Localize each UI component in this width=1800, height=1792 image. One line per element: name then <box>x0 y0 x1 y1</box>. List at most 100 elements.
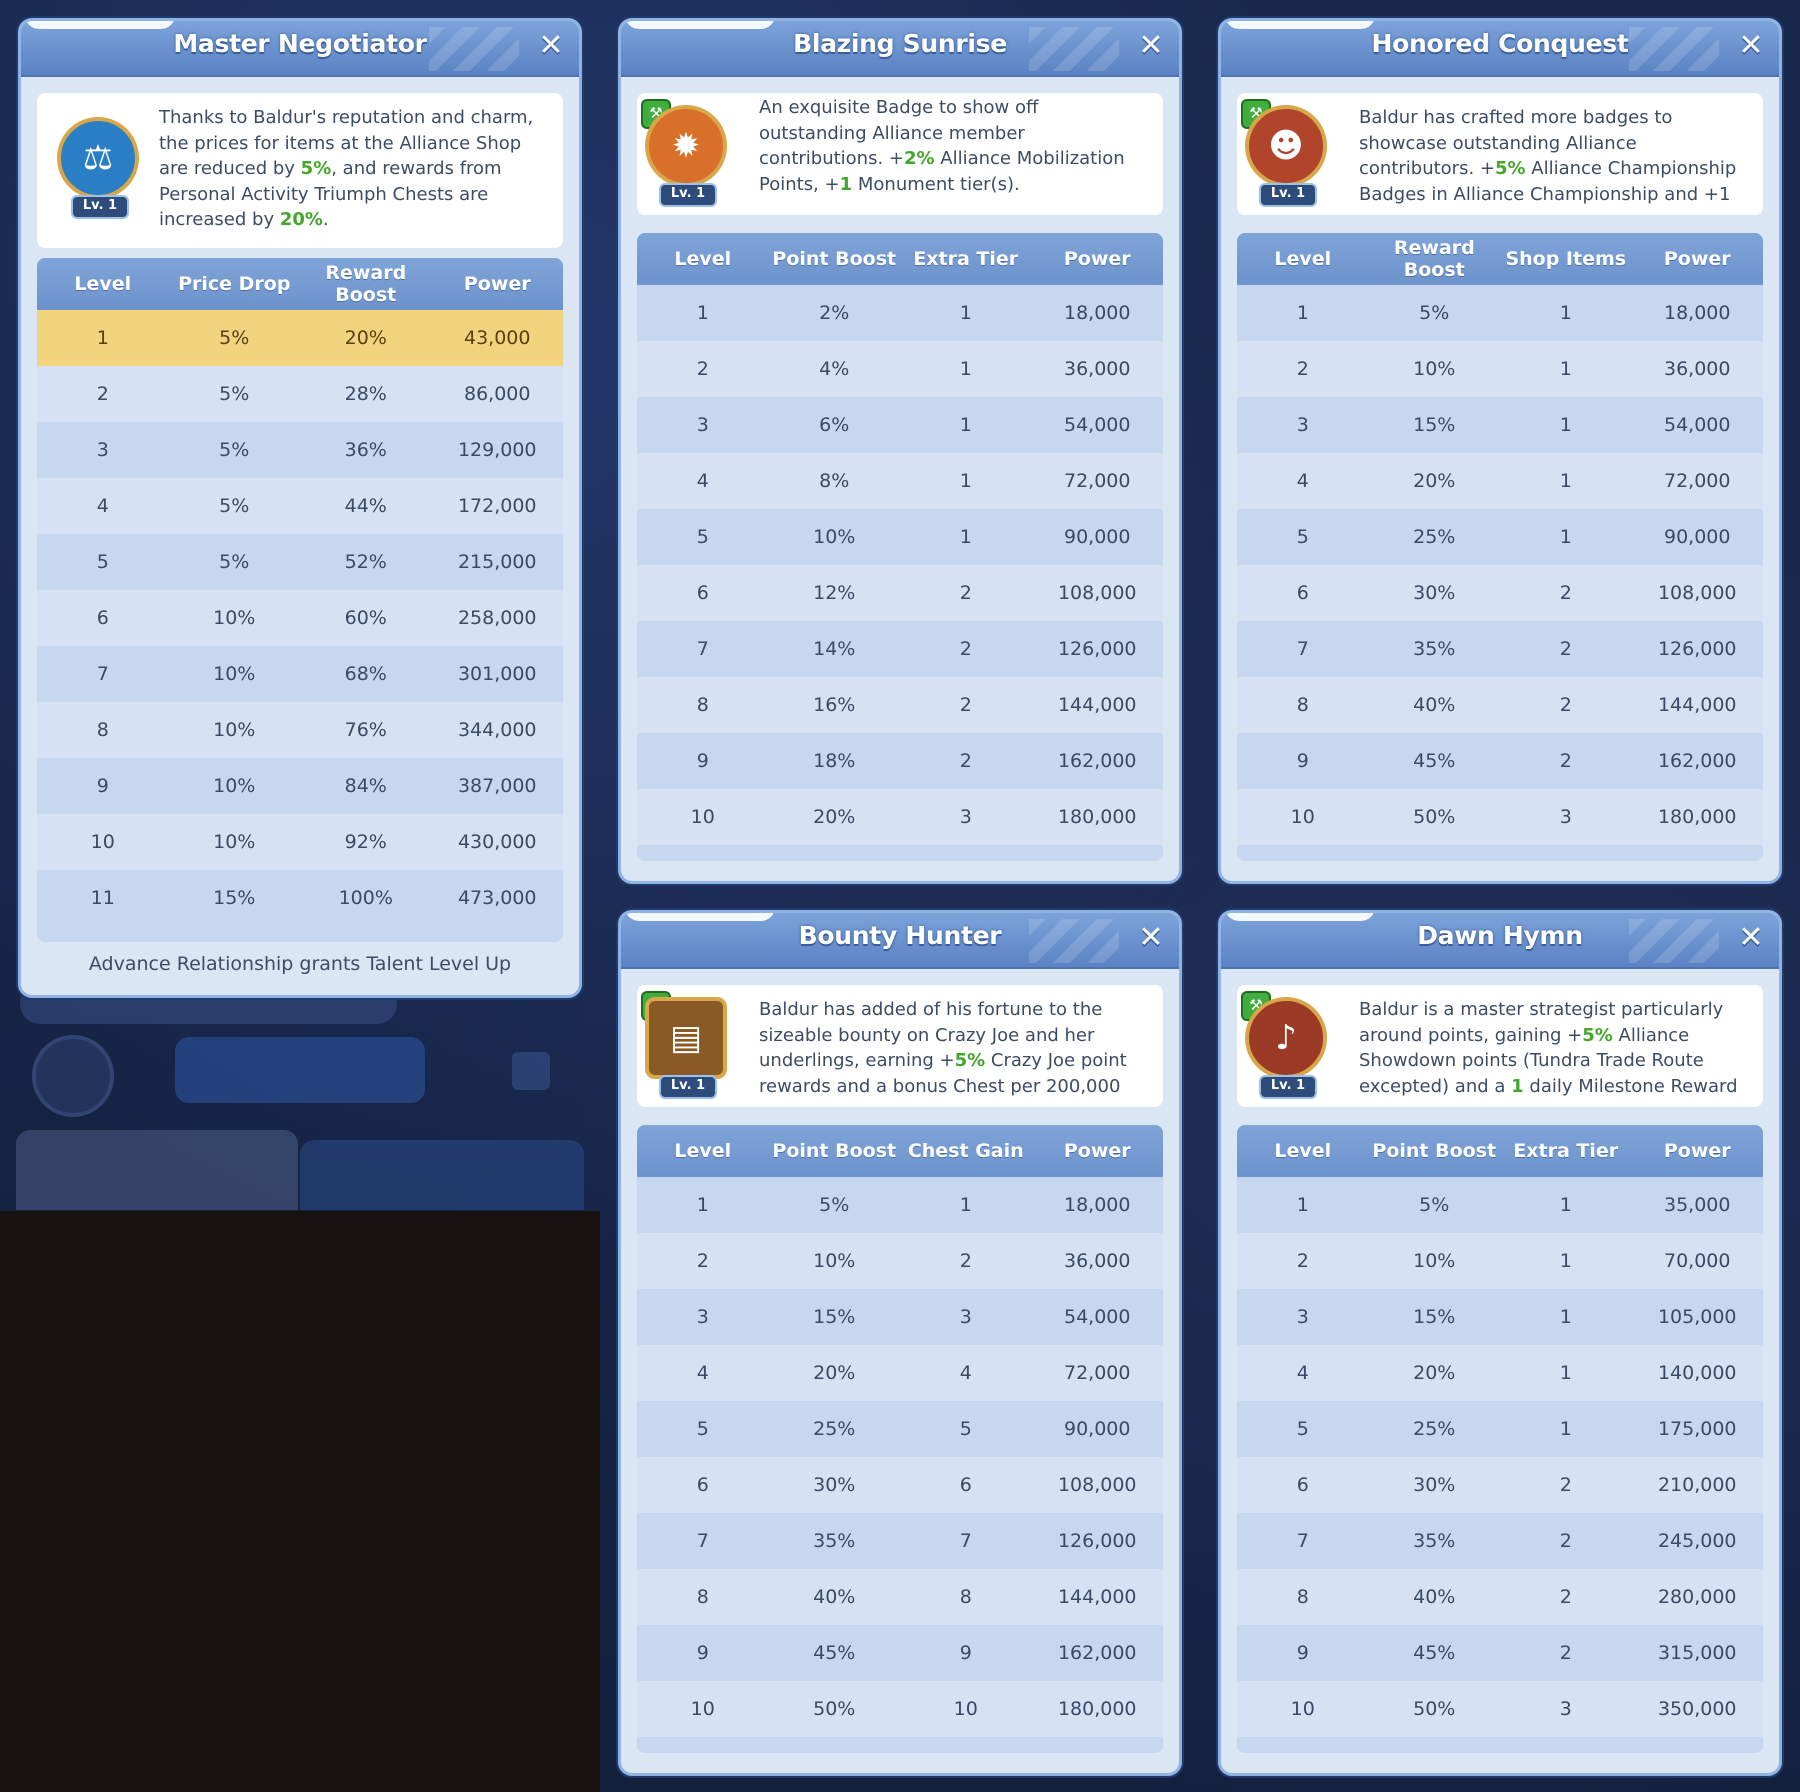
close-icon: ✕ <box>538 28 564 63</box>
talent-badge: ⚒ ✹ Lv. 1 <box>641 99 733 207</box>
footer-note: Advance Relationship grants Talent Level… <box>88 953 512 975</box>
description-highlight: 5% <box>1582 1024 1613 1046</box>
column-header: Power <box>1063 248 1131 270</box>
table-cell: 5 <box>96 551 109 573</box>
column-header: Power <box>463 273 531 295</box>
description-highlight: 1 <box>1511 1075 1524 1097</box>
table-row: 9 45% 2 315,000 <box>1237 1625 1763 1681</box>
column-header: Power <box>1663 248 1731 270</box>
medal-icon: ✹ <box>645 105 727 187</box>
table-cell: 30% <box>1413 1474 1456 1496</box>
table-row: 3 15% 3 54,000 <box>637 1289 1163 1345</box>
table-cell: 172,000 <box>457 495 537 517</box>
table-cell: 2 <box>1559 1530 1572 1552</box>
table-cell: 10% <box>813 526 856 548</box>
table-cell: 25% <box>813 1418 856 1440</box>
column-header: Extra Tier <box>913 248 1019 270</box>
table-cell: 10% <box>813 1250 856 1272</box>
description-segment: Monument tier(s). <box>852 173 1020 195</box>
table-cell: 1 <box>1559 1362 1572 1384</box>
table-cell: 35,000 <box>1664 1194 1731 1216</box>
table-row: 6 30% 2 108,000 <box>1237 565 1763 621</box>
talent-badge: ⚒ ♪ Lv. 1 <box>1241 991 1333 1099</box>
talent-panel-master-negotiator: Master Negotiator ✕ ⚖ Lv. 1 Thanks to Ba… <box>18 18 582 998</box>
close-icon: ✕ <box>1738 28 1764 63</box>
table-cell: 140,000 <box>1657 1362 1737 1384</box>
description-segment: Baldur has crafted more badges to showca… <box>1359 107 1673 179</box>
panel-header: Blazing Sunrise ✕ <box>621 21 1179 77</box>
table-cell: 50% <box>813 1698 856 1720</box>
table-cell: 52% <box>344 551 387 573</box>
table-header: Level Point Boost Extra Tier Power <box>637 233 1163 285</box>
table-footer-spacer <box>1237 1737 1763 1753</box>
table-cell: 8 <box>696 1586 709 1608</box>
description-text: Baldur has crafted more badges to showca… <box>1359 105 1749 207</box>
table-cell: 36% <box>344 439 387 461</box>
description-highlight: 2% <box>904 148 935 169</box>
table-row: 1 5% 1 18,000 <box>1237 285 1763 341</box>
table-cell: 9 <box>696 1642 709 1664</box>
column-header: Point Boost <box>1372 1140 1497 1162</box>
table-cell: 30% <box>813 1474 856 1496</box>
table-row: 6 12% 2 108,000 <box>637 565 1163 621</box>
table-row-current: 1 5% 20% 43,000 <box>37 310 563 366</box>
table-cell: 18% <box>813 750 856 772</box>
description-text: Thanks to Baldur's reputation and charm,… <box>159 105 549 233</box>
table-cell: 7 <box>696 1530 709 1552</box>
table-cell: 473,000 <box>457 887 537 909</box>
table-cell: 36,000 <box>1064 358 1131 380</box>
close-button[interactable]: ✕ <box>1135 31 1167 63</box>
table-cell: 1 <box>96 327 109 349</box>
table-cell: 6 <box>959 1474 972 1496</box>
description-highlight: 5% <box>1494 158 1526 179</box>
table-cell: 20% <box>1413 1362 1456 1384</box>
description-segment: Crazy Joe point rewards and a bonus Ches… <box>759 1050 1127 1097</box>
description-segment: Baldur has added of his fortune to the s… <box>759 999 1103 1071</box>
table-cell: 7 <box>96 663 109 685</box>
table-cell: 20% <box>1413 470 1456 492</box>
badge-level: Lv. 1 <box>1259 183 1317 207</box>
column-header: Price Drop <box>178 273 291 295</box>
table-cell: 7 <box>696 638 709 660</box>
table-cell: 1 <box>1559 526 1572 548</box>
table-row: 2 10% 1 70,000 <box>1237 1233 1763 1289</box>
table-cell: 1 <box>1559 414 1572 436</box>
table-cell: 18,000 <box>1664 302 1731 324</box>
description-segment: . <box>322 209 329 230</box>
table-cell: 18,000 <box>1064 1194 1131 1216</box>
table-cell: 20% <box>344 327 387 349</box>
table-header: Level Reward Boost Shop Items Power <box>1237 233 1763 285</box>
table-cell: 44% <box>344 495 387 517</box>
table-cell: 90,000 <box>1064 1418 1131 1440</box>
talent-panel-bounty-hunter: Bounty Hunter ✕ ⚒ ▤ Lv. 1 Baldur has add… <box>618 910 1182 1776</box>
table-cell: 2 <box>1559 1586 1572 1608</box>
column-header: Extra Tier <box>1513 1140 1619 1162</box>
table-cell: 108,000 <box>1057 582 1137 604</box>
table-row: 4 5% 44% 172,000 <box>37 478 563 534</box>
table-cell: 54,000 <box>1064 414 1131 436</box>
close-button[interactable]: ✕ <box>1135 923 1167 955</box>
table-cell: 1 <box>959 526 972 548</box>
table-footer-spacer <box>1237 845 1763 861</box>
table-cell: 10 <box>1290 1698 1315 1720</box>
column-header: Power <box>1063 1140 1131 1162</box>
table-cell: 2 <box>959 638 972 660</box>
table-cell: 344,000 <box>457 719 537 741</box>
table-cell: 40% <box>813 1586 856 1608</box>
table-row: 7 35% 2 126,000 <box>1237 621 1763 677</box>
close-button[interactable]: ✕ <box>1735 31 1767 63</box>
table-cell: 9 <box>1296 1642 1309 1664</box>
table-cell: 8% <box>819 470 850 492</box>
table-row: 10 10% 92% 430,000 <box>37 814 563 870</box>
close-button[interactable]: ✕ <box>1735 923 1767 955</box>
close-button[interactable]: ✕ <box>535 31 567 63</box>
table-row: 3 5% 36% 129,000 <box>37 422 563 478</box>
table-row: 8 40% 2 144,000 <box>1237 677 1763 733</box>
table-cell: 162,000 <box>1057 750 1137 772</box>
table-cell: 5% <box>219 495 250 517</box>
table-cell: 50% <box>1413 1698 1456 1720</box>
table-cell: 9 <box>1296 750 1309 772</box>
description-segment: daily Milestone Reward <box>1523 1075 1738 1097</box>
badge-level: Lv. 1 <box>659 183 717 207</box>
table-cell: 1 <box>1296 1194 1309 1216</box>
